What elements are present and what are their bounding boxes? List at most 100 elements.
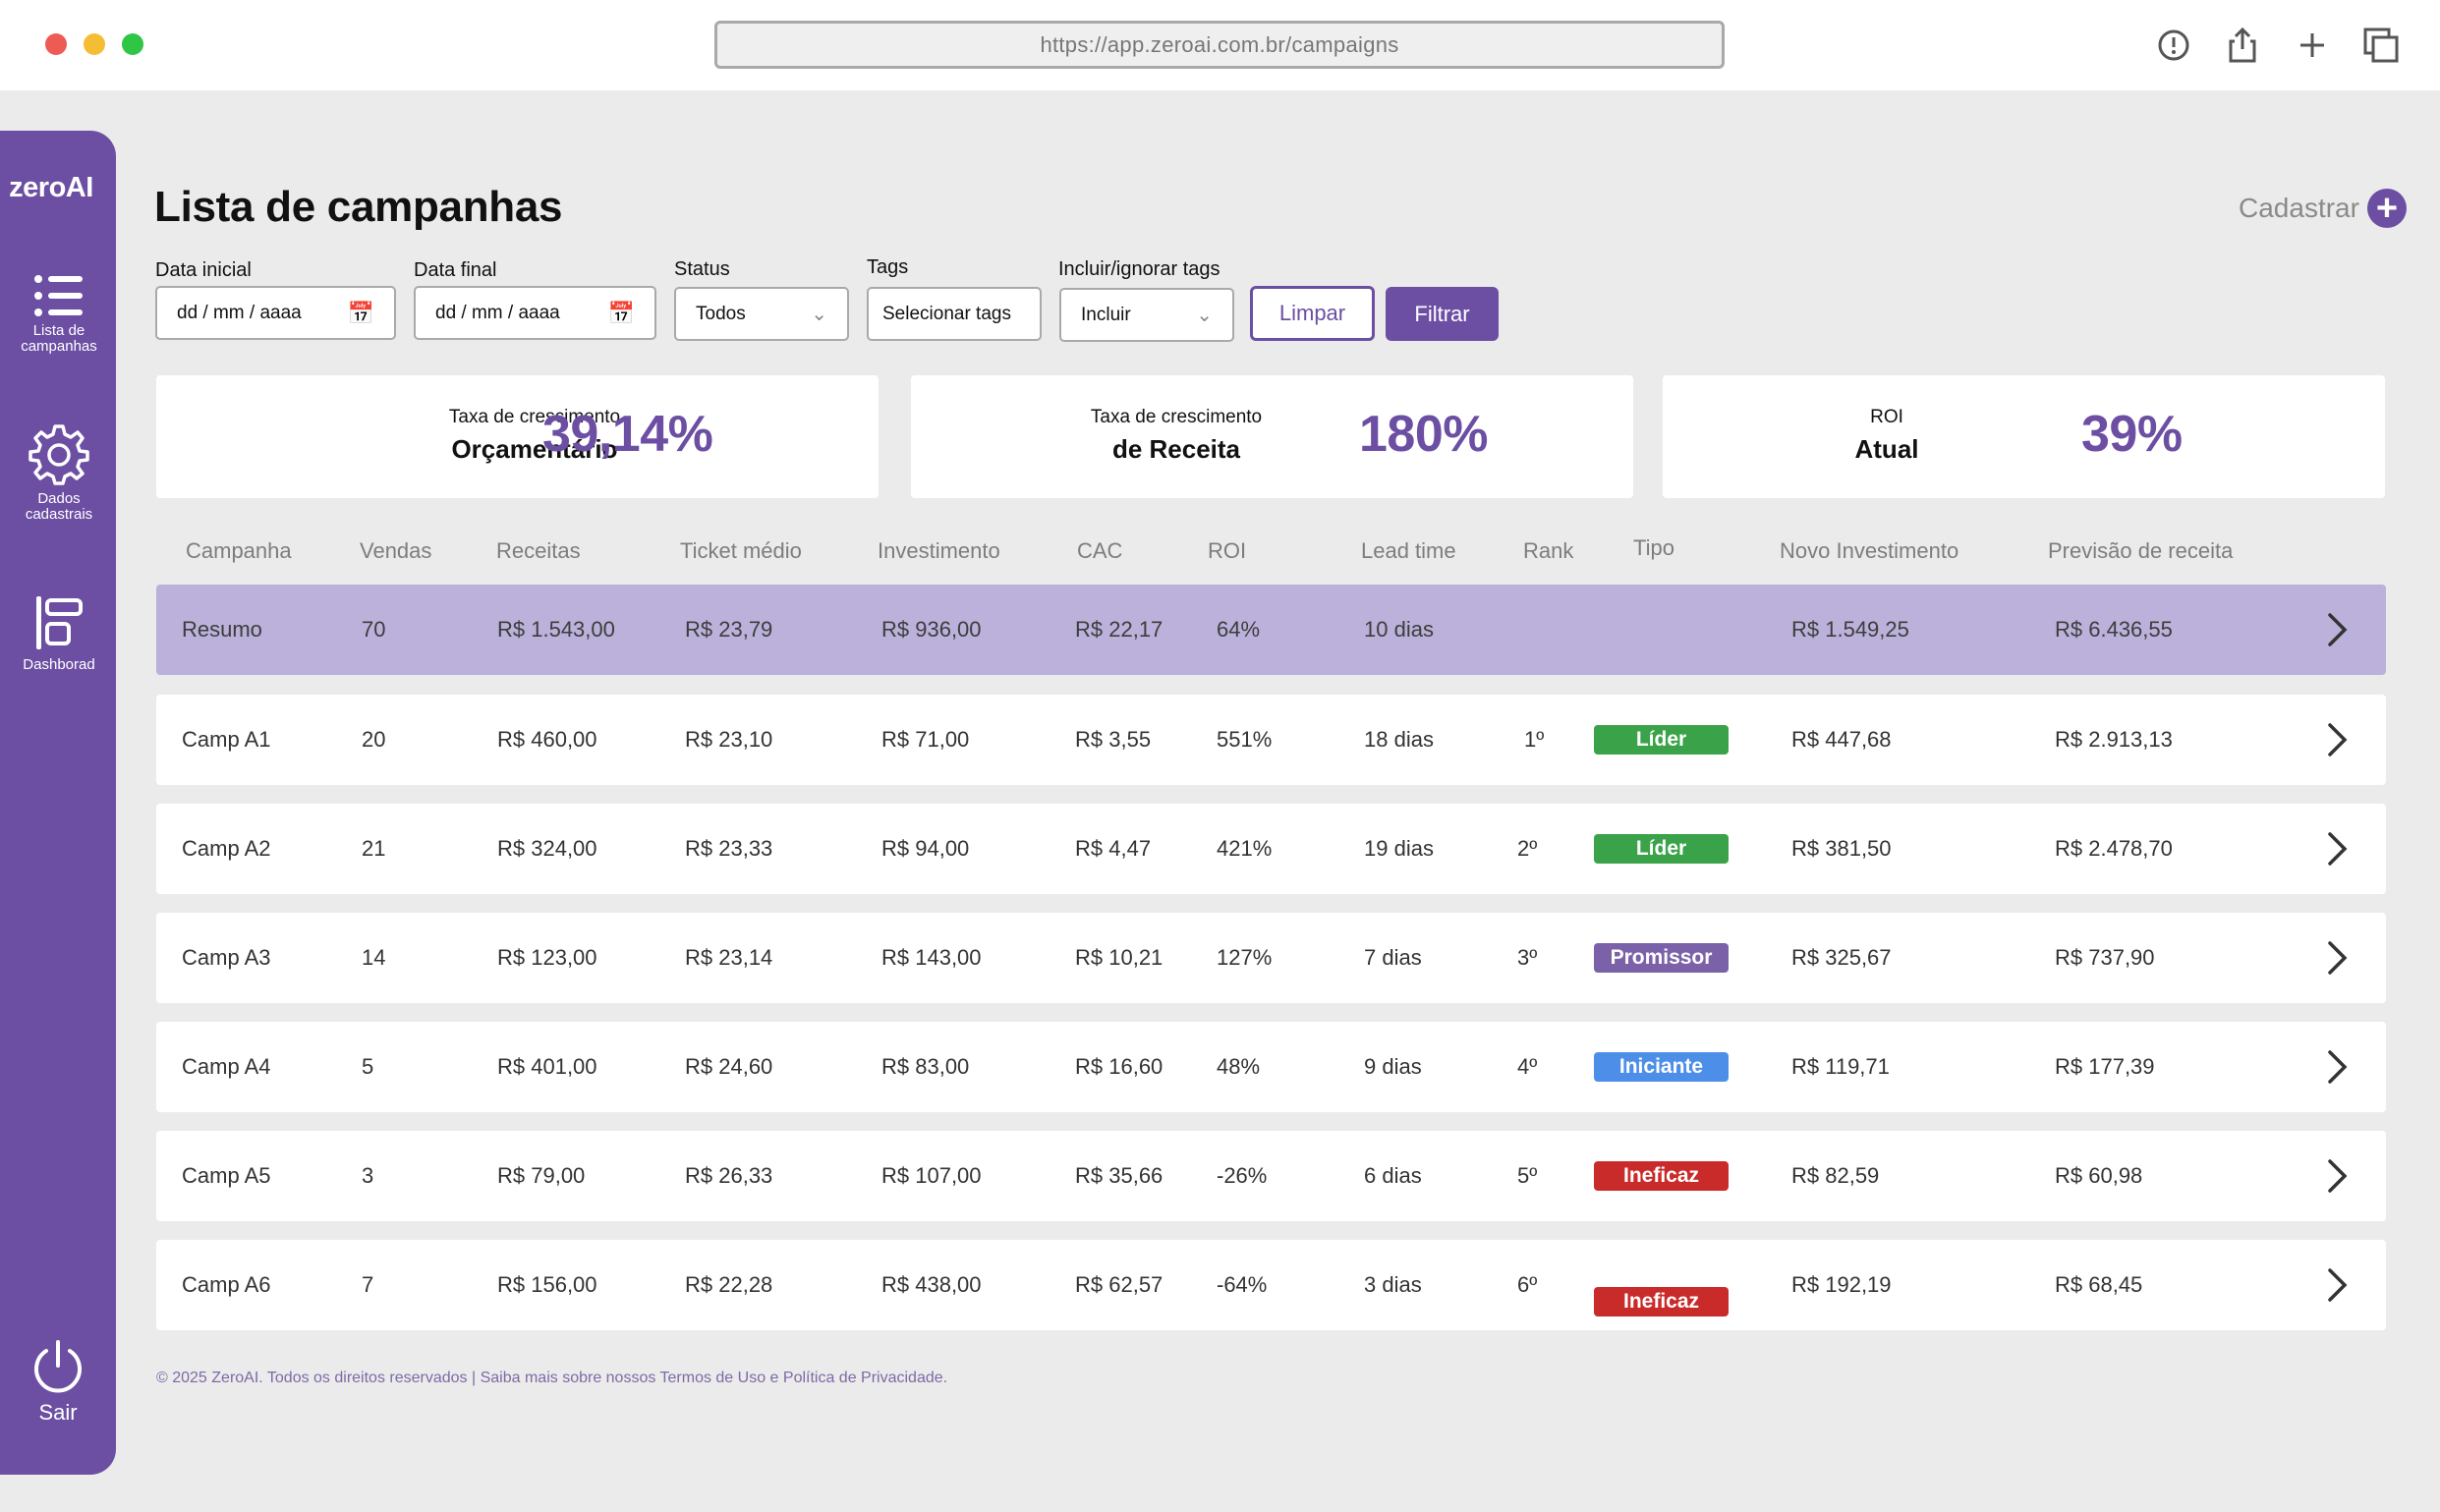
metric-label: Taxa de crescimento Orçamentário: [387, 407, 682, 465]
tags-select[interactable]: Selecionar tags: [867, 287, 1042, 341]
lead-time-cell: 10 dias: [1364, 617, 1434, 642]
chevron-right-icon[interactable]: [2317, 1047, 2356, 1087]
calendar-icon[interactable]: 📅: [347, 300, 374, 325]
table-row[interactable]: Camp A1 20 R$ 460,00 R$ 23,10 R$ 71,00 R$ 3,5…: [156, 695, 2386, 785]
metric-value: 39,14%: [542, 406, 713, 463]
sidebar-item-account-data[interactable]: Dados cadastrais: [0, 422, 118, 523]
metric-value: 39%: [2081, 406, 2183, 463]
type-badge: Ineficaz: [1594, 1161, 1729, 1191]
campaign-name: Camp A4: [182, 1054, 271, 1079]
type-badge: Ineficaz: [1594, 1287, 1729, 1316]
revenue-cell: R$ 460,00: [497, 727, 597, 752]
include-tags-select[interactable]: Incluir ⌄: [1059, 288, 1234, 342]
chevron-right-icon[interactable]: [2317, 610, 2356, 649]
cac-cell: R$ 16,60: [1075, 1054, 1163, 1079]
new-tab-icon[interactable]: [2293, 26, 2332, 65]
new-investment-cell: R$ 82,59: [1791, 1163, 1880, 1188]
tags-value: Selecionar tags: [882, 303, 1011, 324]
ticket-cell: R$ 23,79: [685, 617, 773, 642]
status-select[interactable]: Todos ⌄: [674, 287, 849, 341]
end-date-label: Data final: [414, 259, 497, 281]
column-header: Ticket médio: [680, 538, 802, 563]
summary-row[interactable]: Resumo 70 R$ 1.543,00 R$ 23,79 R$ 936,00…: [156, 585, 2386, 675]
maximize-window-button[interactable]: [122, 33, 143, 55]
new-investment-cell: R$ 1.549,25: [1791, 617, 1909, 642]
table-row[interactable]: Camp A2 21 R$ 324,00 R$ 23,33 R$ 94,00 R$ 4,4…: [156, 804, 2386, 894]
table-row[interactable]: Camp A5 3 R$ 79,00 R$ 26,33 R$ 107,00 R$ 35,6…: [156, 1131, 2386, 1221]
investment-cell: R$ 107,00: [881, 1163, 982, 1188]
page-title: Lista de campanhas: [154, 183, 563, 231]
cac-cell: R$ 35,66: [1075, 1163, 1163, 1188]
calendar-icon[interactable]: 📅: [607, 300, 635, 325]
revenue-forecast-cell: R$ 6.436,55: [2055, 617, 2173, 642]
lead-time-cell: 19 dias: [1364, 836, 1434, 861]
cac-cell: R$ 10,21: [1075, 945, 1163, 970]
chevron-down-icon: ⌄: [811, 304, 827, 325]
start-date-placeholder: dd / mm / aaaa: [177, 302, 302, 323]
address-bar[interactable]: https://app.zeroai.com.br/campaigns: [714, 21, 1725, 69]
ticket-cell: R$ 24,60: [685, 1054, 773, 1079]
chevron-right-icon[interactable]: [2317, 938, 2356, 978]
metric-small-label: ROI: [1870, 407, 1903, 427]
power-icon: [34, 1340, 82, 1393]
sales-cell: 20: [362, 727, 386, 752]
sales-cell: 14: [362, 945, 386, 970]
clear-button[interactable]: Limpar: [1250, 286, 1375, 341]
add-campaign-button[interactable]: Cadastrar +: [2239, 189, 2407, 228]
column-header: Rank: [1523, 538, 1574, 563]
chevron-right-icon[interactable]: [2317, 1265, 2356, 1305]
rank-cell: 3º: [1517, 945, 1538, 970]
investment-cell: R$ 71,00: [881, 727, 970, 752]
column-header: Novo Investimento: [1780, 538, 1959, 563]
filter-button[interactable]: Filtrar: [1386, 287, 1499, 341]
new-investment-cell: R$ 325,67: [1791, 945, 1892, 970]
type-badge: Líder: [1594, 834, 1729, 864]
table-row[interactable]: Camp A3 14 R$ 123,00 R$ 23,14 R$ 143,00 R$ 10…: [156, 913, 2386, 1003]
info-icon[interactable]: [2154, 26, 2193, 65]
revenue-forecast-cell: R$ 2.478,70: [2055, 836, 2173, 861]
chevron-right-icon[interactable]: [2317, 1156, 2356, 1196]
metric-card-roi: ROI Atual 39%: [1663, 375, 2385, 498]
tabs-icon[interactable]: [2361, 26, 2401, 65]
investment-cell: R$ 83,00: [881, 1054, 970, 1079]
roi-cell: 127%: [1217, 945, 1273, 970]
campaign-name: Camp A5: [182, 1163, 271, 1188]
minimize-window-button[interactable]: [84, 33, 105, 55]
metric-card-revenue-growth: Taxa de crescimento de Receita 180%: [911, 375, 1633, 498]
table-row[interactable]: Camp A6 7 R$ 156,00 R$ 22,28 R$ 438,00 R$ 62,…: [156, 1240, 2386, 1330]
logout-label: Sair: [38, 1400, 78, 1425]
cac-cell: R$ 22,17: [1075, 617, 1163, 642]
rank-cell: 5º: [1517, 1163, 1538, 1188]
chevron-right-icon[interactable]: [2317, 720, 2356, 759]
column-header: Previsão de receita: [2048, 538, 2234, 563]
rank-cell: 2º: [1517, 836, 1538, 861]
sidebar-item-label: Dashborad: [23, 656, 95, 673]
revenue-cell: R$ 324,00: [497, 836, 597, 861]
start-date-input[interactable]: dd / mm / aaaa 📅: [155, 286, 396, 340]
column-header: Investimento: [878, 538, 1000, 563]
sidebar-item-campaigns[interactable]: Lista de campanhas: [0, 274, 118, 355]
sidebar-item-dashboard[interactable]: Dashborad: [0, 594, 118, 673]
new-investment-cell: R$ 447,68: [1791, 727, 1892, 752]
start-date-label: Data inicial: [155, 259, 252, 281]
end-date-input[interactable]: dd / mm / aaaa 📅: [414, 286, 656, 340]
metric-big-label: de Receita: [1111, 434, 1241, 464]
column-header: Tipo: [1633, 535, 1674, 560]
chevron-right-icon[interactable]: [2317, 829, 2356, 868]
campaign-name: Camp A1: [182, 727, 271, 752]
table-row[interactable]: Camp A4 5 R$ 401,00 R$ 24,60 R$ 83,00 R$ 16,6…: [156, 1022, 2386, 1112]
column-header: ROI: [1208, 538, 1247, 563]
include-tags-value: Incluir: [1081, 304, 1131, 325]
gear-icon: [28, 424, 89, 485]
column-header: Lead time: [1361, 538, 1456, 563]
column-header: CAC: [1077, 538, 1123, 563]
close-window-button[interactable]: [45, 33, 67, 55]
new-investment-cell: R$ 119,71: [1791, 1054, 1890, 1079]
logout-button[interactable]: Sair: [0, 1339, 116, 1425]
rank-cell: 1º: [1524, 727, 1545, 752]
lead-time-cell: 7 dias: [1364, 945, 1422, 970]
revenue-cell: R$ 401,00: [497, 1054, 597, 1079]
share-icon[interactable]: [2223, 26, 2262, 65]
type-badge: Promissor: [1594, 943, 1729, 973]
dashboard-icon: [36, 596, 83, 649]
